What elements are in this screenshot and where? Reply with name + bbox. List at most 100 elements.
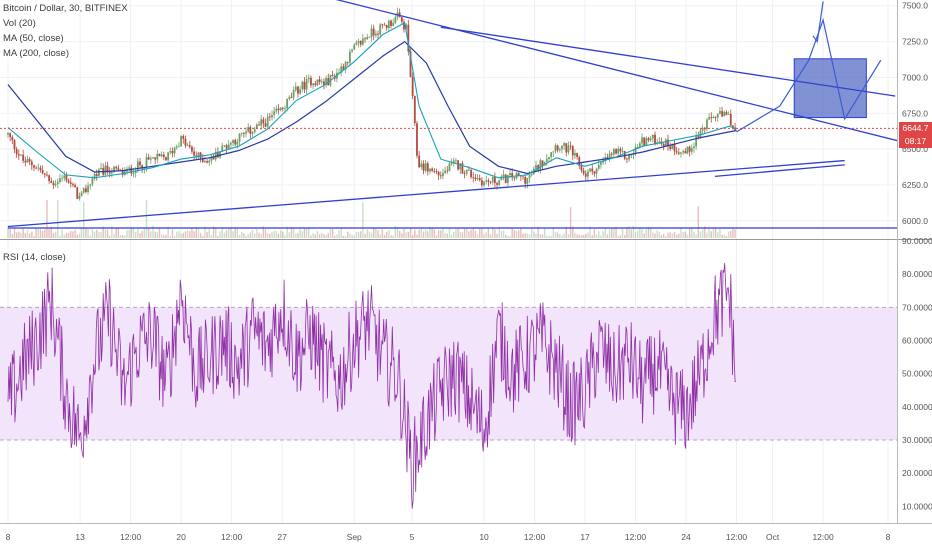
trendline[interactable] (440, 26, 896, 97)
volume-bar (89, 235, 91, 238)
volume-bar (517, 230, 520, 238)
candle-body (106, 165, 109, 172)
volume-bar (33, 235, 35, 238)
volume-bar (282, 231, 284, 238)
volume-bar (321, 232, 323, 238)
volume-bar (524, 233, 526, 238)
candle-body (242, 133, 245, 134)
target-zone-rect[interactable] (793, 58, 867, 119)
volume-bar (602, 231, 604, 238)
candle-body (74, 184, 76, 188)
candle-body (24, 160, 27, 163)
candle-body (409, 51, 412, 78)
candle-body (712, 116, 715, 118)
volume-bar (323, 234, 325, 238)
candle-body (297, 86, 299, 94)
volume-bar (275, 231, 278, 238)
candle-body (37, 167, 40, 169)
volume-bar (496, 233, 498, 238)
x-tick-label: 12:00 (726, 532, 748, 542)
volume-bar (658, 232, 661, 238)
candle-body (227, 144, 230, 149)
candle-body (277, 108, 280, 111)
volume-bar (353, 235, 355, 238)
volume-bar (9, 228, 11, 238)
volume-bar (362, 202, 364, 238)
candle-body (387, 20, 390, 28)
candle-body (372, 28, 375, 36)
symbol-title[interactable]: Bitcoin / Dollar, 30, BITFINEX (3, 3, 128, 15)
legend-rsi[interactable]: RSI (14, close) (3, 252, 66, 264)
candle-body (249, 127, 252, 134)
volume-bar (561, 235, 563, 238)
candle-body (39, 167, 42, 171)
volume-bar (316, 231, 319, 238)
trendline[interactable] (714, 164, 845, 177)
volume-bar (708, 229, 710, 238)
volume-bar (647, 226, 650, 238)
volume-bar (587, 232, 589, 238)
volume-bar (180, 233, 182, 238)
trendline[interactable] (333, 0, 903, 142)
candle-body (108, 171, 111, 174)
candle-body (89, 184, 92, 186)
user-drawings[interactable] (7, 0, 903, 229)
volume-bar (186, 230, 189, 238)
volume-bar (210, 235, 213, 238)
volume-bar (349, 233, 351, 238)
volume-bar (303, 228, 306, 238)
volume-bar (468, 231, 470, 238)
candle-body (446, 170, 449, 172)
volume-bar (28, 233, 31, 238)
candle-body (472, 177, 475, 178)
legend-volume[interactable]: Vol (20) (3, 18, 36, 30)
arrow-mark[interactable] (812, 1, 824, 44)
candle-body (602, 161, 604, 163)
volume-bar (178, 230, 180, 238)
volume-bar (515, 231, 518, 238)
volume-bar (500, 230, 503, 238)
candle-body (346, 61, 349, 63)
volume-bar (448, 227, 451, 238)
candle-body (357, 40, 360, 43)
volume-bar (498, 226, 500, 238)
candle-body (193, 151, 195, 156)
candle-body (63, 175, 66, 178)
volume-bar (297, 233, 299, 238)
volume-bar (176, 231, 178, 238)
candle-body (664, 139, 667, 147)
volume-bar (7, 226, 9, 238)
candle-body (76, 187, 79, 199)
candle-body (13, 140, 16, 150)
candle-body (574, 153, 576, 156)
volume-bar (680, 227, 682, 238)
volume-bar (100, 231, 102, 238)
volume-bar (429, 226, 431, 238)
volume-bar (119, 235, 122, 238)
volume-bar (435, 235, 438, 238)
candle-body (167, 152, 170, 161)
volume-bar (156, 232, 159, 238)
candle-body (349, 51, 351, 63)
volume-bar (543, 228, 546, 238)
volume-bar (20, 232, 22, 238)
volume-bar (236, 227, 239, 238)
candle-body (50, 181, 53, 183)
volume-bar (632, 226, 635, 238)
volume-bar (342, 235, 345, 238)
volume-bar (130, 228, 133, 238)
legend-ma200[interactable]: MA (200, close) (3, 48, 69, 60)
volume-bar (290, 226, 293, 238)
volume-bar (381, 229, 384, 238)
trendline[interactable] (7, 159, 845, 228)
candle-body (145, 157, 148, 169)
candle-body (448, 163, 451, 172)
volume-bar (61, 229, 63, 238)
volume-bar (541, 234, 544, 238)
candle-body (506, 175, 509, 183)
volume-bar (589, 226, 591, 238)
volume-bar (182, 232, 184, 238)
candle-body (706, 119, 708, 130)
legend-ma50[interactable]: MA (50, close) (3, 33, 64, 45)
